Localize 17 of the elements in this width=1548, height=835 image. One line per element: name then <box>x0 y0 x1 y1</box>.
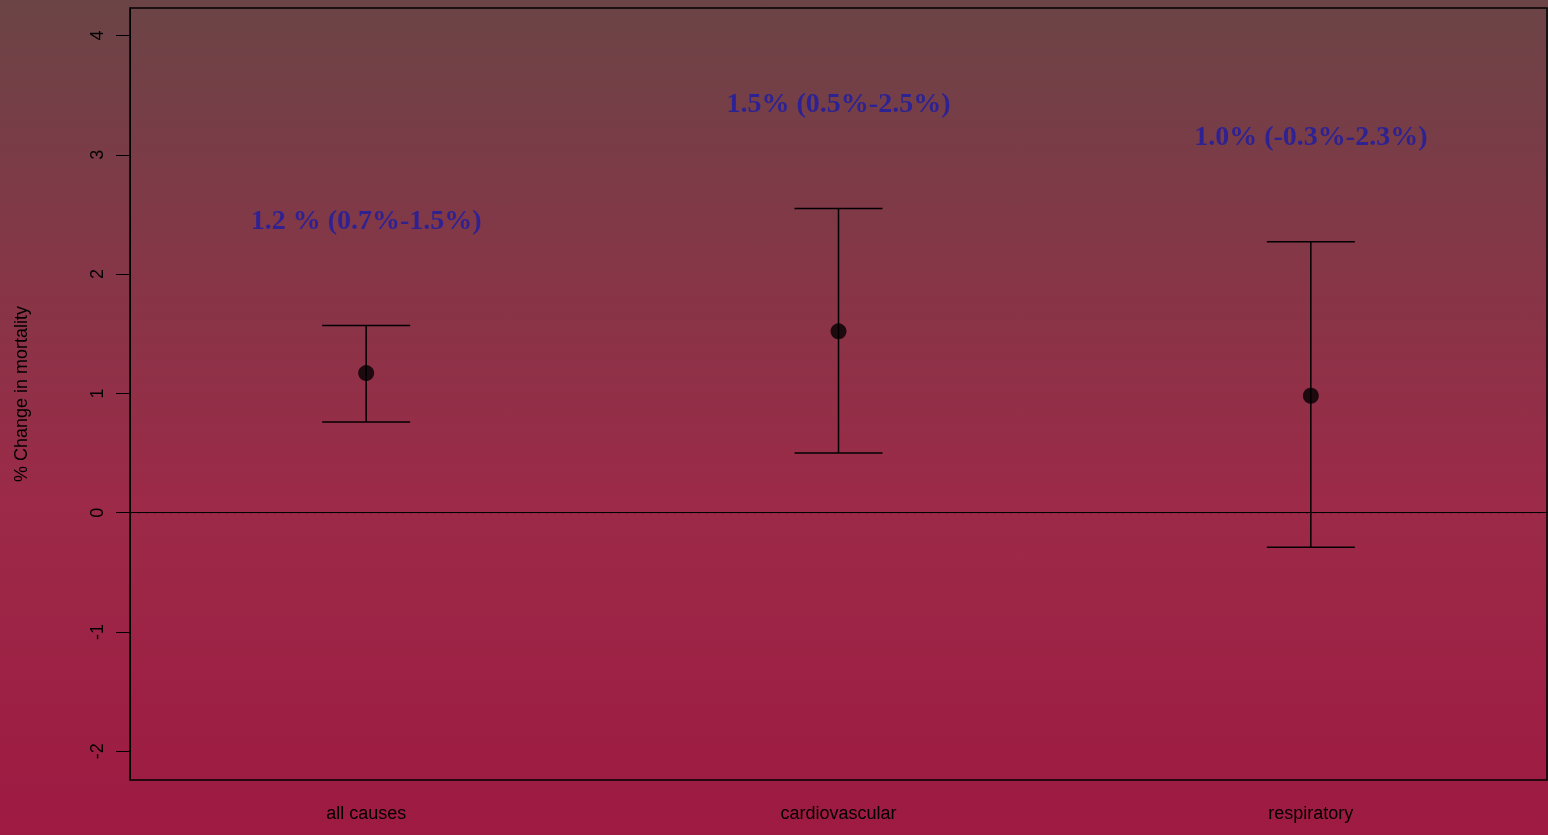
x-tick-label: respiratory <box>1268 803 1354 823</box>
y-tick-label: -2 <box>87 743 107 760</box>
y-tick-label: 2 <box>87 269 107 280</box>
y-tick-label: 4 <box>87 30 107 41</box>
y-tick-label: 0 <box>87 507 107 518</box>
y-tick-label: 3 <box>87 149 107 160</box>
annotation: 1.0% (-0.3%-2.3%) <box>1194 120 1428 152</box>
annotation: 1.5% (0.5%-2.5%) <box>726 86 951 118</box>
y-tick-label: 1 <box>87 388 107 399</box>
x-tick-label: cardiovascular <box>780 803 897 823</box>
annotation: 1.2 % (0.7%-1.5%) <box>250 203 482 235</box>
point <box>830 323 847 340</box>
y-tick-label: -1 <box>87 624 107 641</box>
x-tick-label: all causes <box>326 803 407 823</box>
point <box>358 365 375 382</box>
y-axis-title: % Change in mortality <box>11 305 31 483</box>
point <box>1302 387 1319 404</box>
